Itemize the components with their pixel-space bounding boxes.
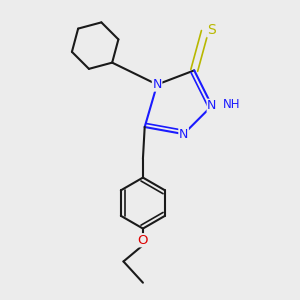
Text: NH: NH	[223, 98, 240, 110]
Text: N: N	[179, 128, 188, 141]
Text: S: S	[207, 23, 216, 37]
Text: N: N	[207, 99, 217, 112]
Text: O: O	[138, 234, 148, 247]
Text: N: N	[152, 78, 162, 91]
